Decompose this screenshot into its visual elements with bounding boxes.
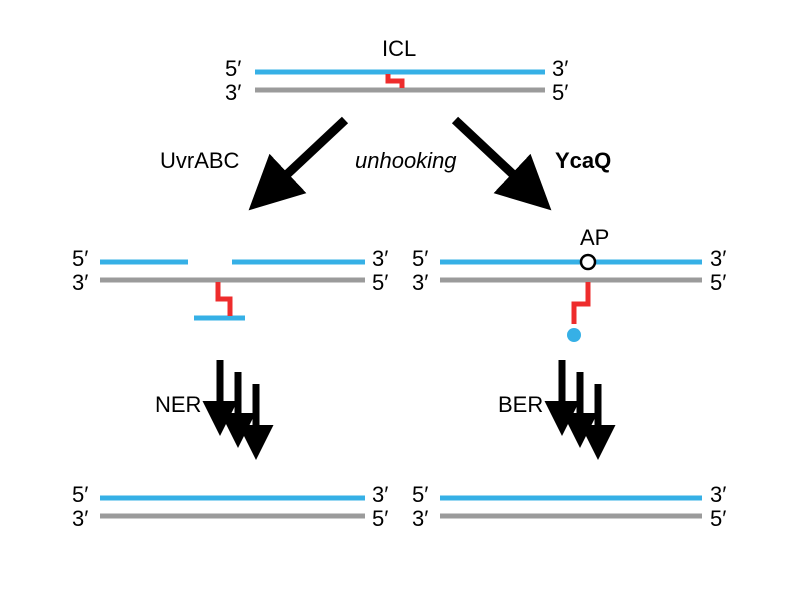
strand-end-5p: 5′ [372,506,388,532]
strand-end-3p: 3′ [552,56,568,82]
strand-end-3p: 3′ [412,270,428,296]
strand-end-3p: 3′ [372,482,388,508]
strand-end-5p: 5′ [372,270,388,296]
strand-end-3p: 3′ [710,246,726,272]
diagram-canvas [0,0,800,600]
strand-end-3p: 3′ [225,80,241,106]
strand-end-5p: 5′ [710,506,726,532]
strand-end-5p: 5′ [72,482,88,508]
strand-end-3p: 3′ [710,482,726,508]
unhooking-label: unhooking [355,148,457,174]
strand-end-3p: 3′ [72,270,88,296]
strand-end-5p: 5′ [72,246,88,272]
ycaq-label: YcaQ [555,148,611,174]
ner-label: NER [155,392,201,418]
uvrabc-label: UvrABC [160,148,239,174]
strand-end-5p: 5′ [710,270,726,296]
ber-label: BER [498,392,543,418]
strand-end-5p: 5′ [412,482,428,508]
strand-end-5p: 5′ [412,246,428,272]
strand-end-5p: 5′ [552,80,568,106]
strand-end-5p: 5′ [225,56,241,82]
icl-label: ICL [382,36,416,62]
strand-end-3p: 3′ [72,506,88,532]
ap-label: AP [580,225,609,251]
strand-end-3p: 3′ [372,246,388,272]
strand-end-3p: 3′ [412,506,428,532]
